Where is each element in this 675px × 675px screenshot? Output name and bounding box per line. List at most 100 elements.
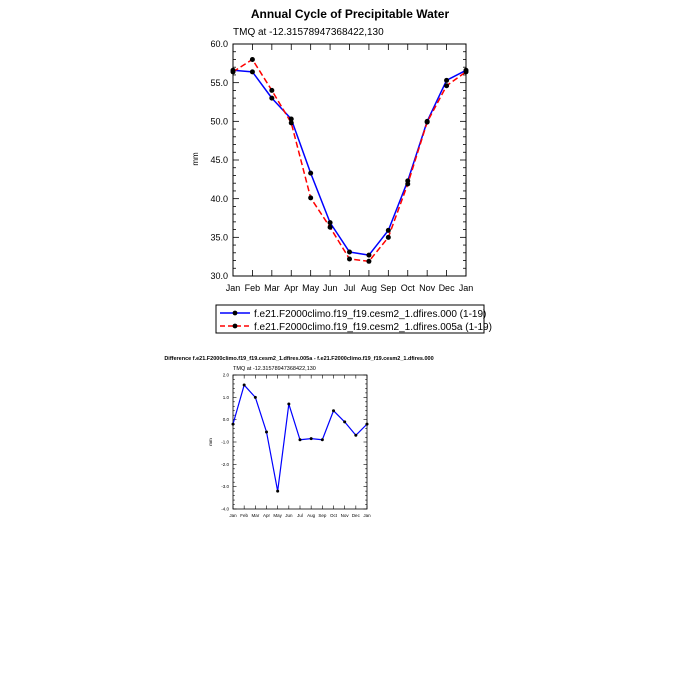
diff-xtick-label: Jan — [363, 513, 371, 518]
diff-xtick-label: Jan — [229, 513, 237, 518]
main-series-1-point — [327, 220, 333, 226]
main-series-1-point — [308, 170, 314, 176]
main-series-2-point — [347, 256, 352, 262]
diff-series-1-point — [343, 420, 347, 424]
main-series-line-1 — [232, 69, 467, 256]
diff-series-1-point — [242, 383, 246, 387]
diff-series-1-point — [354, 433, 358, 437]
diff-chart: Difference f.e21.F2000climo.f19_f19.cesm… — [164, 356, 433, 518]
main-xtick-label: May — [302, 283, 320, 293]
diff-xtick-label: Apr — [263, 513, 271, 518]
main-series-2-point — [424, 119, 430, 125]
diff-series-1-point — [253, 395, 257, 399]
main-ytick-label: 45.0 — [210, 155, 228, 165]
diff-ytick-label: 2.0 — [223, 373, 230, 378]
legend-label-series-2: f.e21.F2000climo.f19_f19.cesm2_1.dfires.… — [254, 322, 492, 333]
main-series-1-point — [366, 252, 372, 258]
main-series-2-point — [230, 69, 236, 75]
main-series-group — [230, 56, 469, 264]
diff-series-1-point — [365, 422, 369, 426]
main-ytick-label: 55.0 — [210, 78, 228, 88]
main-series-1-point — [444, 77, 450, 83]
diff-xtick-label: Jul — [297, 513, 303, 518]
main-series-2-point — [249, 56, 255, 62]
diff-xtick-label: Nov — [341, 513, 350, 518]
diff-x-tick-labels: Jan Feb Mar Apr May Jun Jul Aug Sep Oct Nov Dec Jan — [229, 513, 371, 518]
diff-chart-subtitle: TMQ at -12.31578947368422,130 — [233, 366, 316, 372]
diff-chart-title: Difference f.e21.F2000climo.f19_f19.cesm… — [164, 356, 433, 362]
main-xtick-label: Jul — [344, 283, 356, 293]
diff-xtick-label: Jun — [285, 513, 293, 518]
legend-marker-series-1 — [232, 310, 238, 316]
main-series-1-point — [249, 69, 255, 75]
diff-series-group — [231, 383, 369, 493]
main-xtick-label: Sep — [380, 283, 396, 293]
diff-ytick-label: 0.0 — [223, 417, 230, 422]
diff-ytick-label: -3.0 — [221, 484, 229, 489]
diff-series-1-point — [231, 422, 235, 426]
diff-xtick-label: Oct — [330, 513, 338, 518]
main-series-2-point — [385, 234, 391, 240]
main-series-2-point — [288, 120, 294, 126]
diff-xtick-label: Sep — [318, 513, 327, 518]
main-xtick-label: Jun — [323, 283, 338, 293]
main-xtick-label: Jan — [226, 283, 241, 293]
main-y-tick-labels: 30.0 35.0 40.0 45.0 50.0 55.0 60.0 — [210, 39, 228, 281]
legend-marker-series-2 — [232, 323, 238, 329]
main-series-2-point — [405, 181, 411, 187]
main-xtick-label: Jan — [459, 283, 474, 293]
diff-xtick-label: Aug — [307, 513, 316, 518]
main-ytick-label: 35.0 — [210, 232, 228, 242]
main-chart-ylabel: mm — [191, 152, 200, 166]
main-xtick-label: Mar — [264, 283, 280, 293]
diff-xtick-label: Feb — [240, 513, 248, 518]
main-chart-title: Annual Cycle of Precipitable Water — [251, 7, 450, 21]
diff-ytick-label: -4.0 — [221, 507, 229, 512]
diff-series-1-point — [309, 437, 313, 441]
diff-xtick-label: May — [273, 513, 282, 518]
main-xtick-label: Oct — [401, 283, 416, 293]
main-legend: f.e21.F2000climo.f19_f19.cesm2_1.dfires.… — [215, 304, 492, 334]
main-series-1-point — [288, 116, 294, 122]
diff-series-1-point — [320, 438, 324, 442]
main-series-2-point — [327, 224, 333, 230]
main-ytick-label: 30.0 — [210, 271, 228, 281]
main-xtick-label: Feb — [245, 283, 261, 293]
legend-label-series-1: f.e21.F2000climo.f19_f19.cesm2_1.dfires.… — [254, 309, 486, 320]
main-plot-frame — [232, 43, 467, 277]
diff-ytick-label: 1.0 — [223, 395, 230, 400]
main-series-2-point — [366, 258, 372, 264]
main-series-2-point — [444, 83, 450, 89]
main-series-1-point — [347, 249, 352, 255]
diff-series-1-point — [287, 402, 291, 406]
main-axis-ticks — [232, 43, 467, 277]
diff-ytick-label: -2.0 — [221, 462, 229, 467]
main-series-1-point — [385, 227, 391, 233]
main-ytick-label: 50.0 — [210, 116, 228, 126]
main-xtick-label: Dec — [439, 283, 456, 293]
main-series-2-point — [463, 69, 469, 75]
main-series-line-2 — [232, 58, 467, 263]
main-ytick-label: 60.0 — [210, 39, 228, 49]
diff-series-1-point — [265, 430, 268, 434]
main-xtick-label: Aug — [361, 283, 377, 293]
diff-xtick-label: Dec — [352, 513, 361, 518]
diff-series-1-point — [298, 438, 302, 442]
main-series-2-point — [269, 87, 275, 93]
diff-xtick-label: Mar — [251, 513, 259, 518]
diff-series-1-point — [276, 489, 280, 493]
legend-box — [215, 304, 485, 334]
main-series-1-point — [269, 95, 275, 101]
main-x-tick-labels: Jan Feb Mar Apr May Jun Jul Aug Sep Oct Nov Dec Jan — [226, 283, 474, 293]
diff-series-line-1 — [232, 384, 368, 492]
diff-ytick-label: -1.0 — [221, 440, 229, 445]
main-xtick-label: Nov — [419, 283, 436, 293]
main-series-2-point — [308, 195, 314, 201]
main-ytick-label: 40.0 — [210, 194, 228, 204]
main-chart-subtitle: TMQ at -12.31578947368422,130 — [233, 27, 384, 38]
diff-chart-ylabel: mm — [208, 438, 213, 446]
main-xtick-label: Apr — [284, 283, 298, 293]
diff-y-tick-labels: -4.0 -3.0 -2.0 -1.0 0.0 1.0 2.0 — [221, 373, 229, 512]
main-chart: Annual Cycle of Precipitable Water TMQ a… — [191, 7, 492, 334]
